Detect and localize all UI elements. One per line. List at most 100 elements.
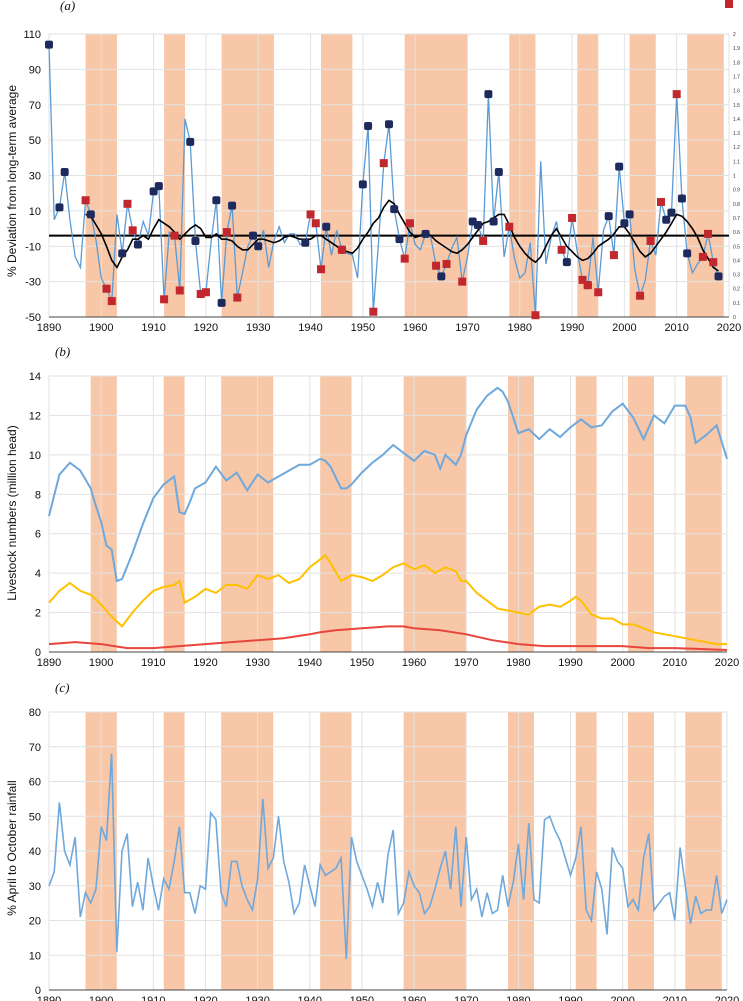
right-tick-label: 0.6	[733, 230, 740, 236]
panel-a-label: (a)	[60, 0, 75, 13]
panel-b-y-axis-label: Livestock numbers (million head)	[5, 425, 19, 600]
rainfall-line	[48, 753, 728, 959]
wet-year-marker	[437, 272, 446, 281]
wet-year-marker	[249, 231, 257, 240]
dry-year-marker	[400, 254, 409, 263]
dry-year-marker	[337, 245, 346, 254]
drought-band	[507, 376, 535, 652]
y-tick-label: 30	[29, 881, 41, 893]
wet-year-marker	[489, 217, 498, 226]
wet-year-marker	[604, 212, 613, 221]
right-tick-label: 1.2	[733, 145, 740, 151]
x-tick-label: 1940	[298, 657, 322, 669]
right-tick-label: 0.7	[733, 216, 740, 222]
panel-b: (b) 0 2 4 6 8 10 12 14 1890 1900 1910 1920 1930 1940…	[5, 344, 739, 669]
smoothed-deviation-line	[85, 199, 719, 272]
y-tick-label: -50	[25, 312, 41, 324]
wet-year-marker	[322, 222, 331, 231]
dry-year-marker	[311, 219, 320, 228]
wet-year-marker	[60, 167, 69, 176]
x-tick-label: 1940	[298, 322, 322, 334]
drought-band	[320, 376, 352, 652]
dry-year-marker	[128, 226, 137, 235]
wet-year-marker	[667, 208, 676, 217]
dry-year-marker	[704, 229, 713, 238]
wet-year-marker	[191, 236, 200, 245]
dry-year-marker	[317, 265, 325, 274]
panel-c-y-axis-label: % April to October rainfall	[5, 780, 19, 915]
wet-year-marker	[562, 258, 571, 267]
x-tick-label: 1900	[89, 995, 113, 1001]
dry-year-marker	[578, 275, 587, 284]
wet-year-marker	[358, 180, 367, 189]
x-tick-label: 1930	[246, 322, 270, 334]
wet-year-marker	[364, 121, 373, 130]
dry-year-marker	[568, 213, 577, 222]
y-tick-label: 110	[23, 29, 41, 41]
dry-year-marker	[379, 159, 388, 168]
y-tick-label: 70	[29, 742, 41, 754]
dry-year-marker	[123, 199, 132, 208]
drought-band	[163, 376, 185, 652]
drought-band	[221, 376, 274, 652]
dry-year-marker	[725, 0, 733, 8]
right-tick-label: 1.9	[733, 46, 740, 52]
y-tick-label: 0	[35, 647, 41, 659]
x-tick-label: 1920	[194, 322, 218, 334]
wet-year-marker	[118, 249, 127, 258]
dry-year-marker	[369, 307, 378, 316]
x-tick-label: 1970	[454, 657, 478, 669]
wet-year-marker	[86, 210, 95, 219]
x-tick-label: 1970	[454, 995, 478, 1001]
dry-year-marker	[531, 311, 540, 320]
x-tick-label: 1900	[89, 322, 113, 334]
dry-year-marker	[175, 286, 184, 295]
wet-year-marker	[714, 272, 723, 281]
x-tick-label: 1990	[560, 322, 584, 334]
panel-c-label: (c)	[55, 680, 69, 695]
y-tick-label: 10	[29, 450, 41, 462]
right-tick-label: 0.4	[733, 258, 740, 264]
wet-year-marker	[186, 137, 195, 146]
x-tick-label: 1980	[508, 322, 532, 334]
dry-year-marker	[698, 252, 707, 261]
right-tick-label: 0	[733, 315, 736, 321]
right-tick-label: 1.3	[733, 131, 740, 137]
x-tick-label: 1890	[37, 322, 61, 334]
dry-year-marker	[505, 222, 514, 231]
wet-year-marker	[620, 219, 629, 228]
x-tick-label: 1890	[37, 995, 61, 1001]
wet-year-marker	[45, 40, 53, 49]
dry-year-marker	[609, 251, 618, 260]
dry-year-marker	[657, 198, 665, 207]
dry-year-marker	[196, 290, 205, 299]
y-tick-label: 4	[35, 568, 41, 580]
dry-year-marker	[170, 231, 179, 240]
wet-year-marker	[677, 194, 686, 203]
x-tick-label: 1950	[350, 995, 374, 1001]
dry-year-marker	[222, 228, 231, 237]
x-tick-label: 1950	[350, 657, 374, 669]
annual-deviation-line	[48, 44, 720, 316]
x-tick-label: 1940	[298, 995, 322, 1001]
x-tick-label: 2000	[610, 657, 634, 669]
right-tick-label: 1.1	[733, 159, 740, 165]
y-tick-label: 90	[29, 64, 41, 76]
right-tick-label: 1.7	[733, 74, 740, 80]
x-tick-label: 2010	[663, 995, 687, 1001]
right-tick-label: 1	[733, 174, 736, 180]
x-tick-label: 1960	[402, 995, 426, 1001]
x-tick-label: 1930	[245, 995, 269, 1001]
y-tick-label: 60	[29, 777, 41, 789]
x-tick-label: 1990	[558, 657, 582, 669]
x-tick-label: 1990	[558, 995, 582, 1001]
x-tick-label: 2020	[717, 322, 741, 334]
wet-year-marker	[473, 221, 482, 230]
y-tick-label: 10	[29, 206, 41, 218]
right-tick-label: 0.8	[733, 202, 740, 208]
dry-year-marker	[458, 277, 467, 286]
x-tick-label: 1910	[141, 657, 165, 669]
right-tick-label: 0.3	[733, 273, 740, 279]
x-tick-label: 1900	[89, 657, 113, 669]
